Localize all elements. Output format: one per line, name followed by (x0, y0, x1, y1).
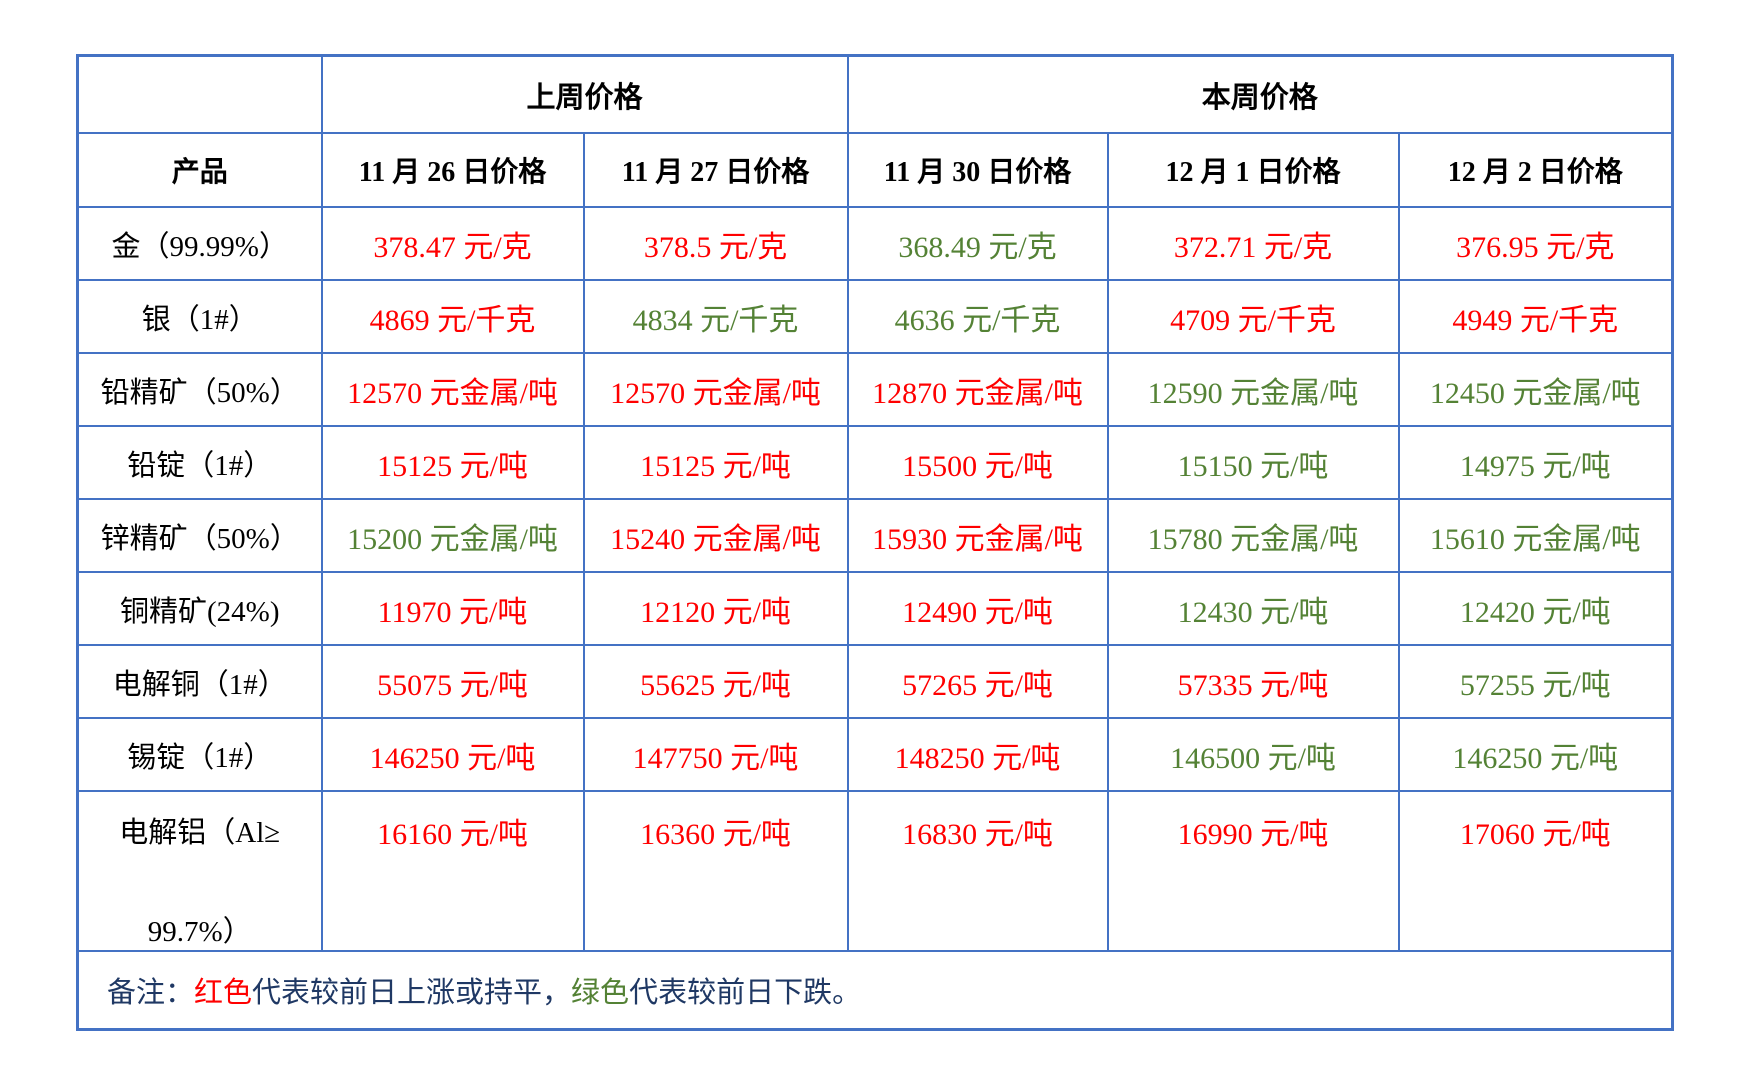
price-cell: 146250 元/吨 (1397, 717, 1674, 792)
date-header-row: 产品 11 月 26 日价格 11 月 27 日价格 11 月 30 日价格 1… (76, 132, 1674, 208)
price-cell: 12870 元金属/吨 (846, 352, 1109, 427)
empty-corner-cell (76, 54, 323, 134)
price-cell: 15500 元/吨 (846, 425, 1109, 500)
price-cell: 16830 元/吨 (846, 790, 1109, 952)
price-cell: 4949 元/千克 (1397, 279, 1674, 354)
price-cell: 147750 元/吨 (582, 717, 849, 792)
note-suffix: 代表较前日下跌。 (629, 977, 862, 1009)
table-row-silver: 银（1#） 4869 元/千克 4834 元/千克 4636 元/千克 4709… (76, 279, 1674, 354)
note-middle: 代表较前日上涨或持平， (252, 977, 572, 1009)
price-cell: 57255 元/吨 (1397, 644, 1674, 719)
price-cell: 16360 元/吨 (582, 790, 849, 952)
product-label-two-lines: 电解铝（Al≥ 99.7%） (80, 809, 320, 949)
date-header-nov26: 11 月 26 日价格 (320, 132, 585, 208)
price-cell: 57335 元/吨 (1106, 644, 1400, 719)
price-cell: 12570 元金属/吨 (320, 352, 585, 427)
note-green-word: 绿色 (571, 977, 630, 1009)
metal-price-table: 上周价格 本周价格 产品 11 月 26 日价格 11 月 27 日价格 11 … (76, 54, 1674, 1031)
product-cell: 铜精矿(24%) (76, 571, 323, 646)
table-row-lead-concentrate: 铅精矿（50%） 12570 元金属/吨 12570 元金属/吨 12870 元… (76, 352, 1674, 427)
price-cell: 55075 元/吨 (320, 644, 585, 719)
price-cell: 55625 元/吨 (582, 644, 849, 719)
product-label-line1: 电解铝（Al≥ (119, 817, 281, 849)
price-cell: 146500 元/吨 (1106, 717, 1400, 792)
price-cell: 12590 元金属/吨 (1106, 352, 1400, 427)
metal-price-table-container: 上周价格 本周价格 产品 11 月 26 日价格 11 月 27 日价格 11 … (76, 54, 1674, 1031)
table-row-tin-ingot: 锡锭（1#） 146250 元/吨 147750 元/吨 148250 元/吨 … (76, 717, 1674, 792)
product-cell: 电解铜（1#） (76, 644, 323, 719)
price-cell: 17060 元/吨 (1397, 790, 1674, 952)
price-cell: 4869 元/千克 (320, 279, 585, 354)
price-cell: 15200 元金属/吨 (320, 498, 585, 573)
price-cell: 15780 元金属/吨 (1106, 498, 1400, 573)
price-cell: 15240 元金属/吨 (582, 498, 849, 573)
date-header-nov27: 11 月 27 日价格 (582, 132, 849, 208)
note-red-word: 红色 (194, 977, 253, 1009)
price-cell: 12570 元金属/吨 (582, 352, 849, 427)
price-cell: 378.5 元/克 (582, 206, 849, 281)
price-cell: 376.95 元/克 (1397, 206, 1674, 281)
table-row-electrolytic-copper: 电解铜（1#） 55075 元/吨 55625 元/吨 57265 元/吨 57… (76, 644, 1674, 719)
price-cell: 14975 元/吨 (1397, 425, 1674, 500)
price-cell: 378.47 元/克 (320, 206, 585, 281)
product-cell: 铅锭（1#） (76, 425, 323, 500)
table-row-lead-ingot: 铅锭（1#） 15125 元/吨 15125 元/吨 15500 元/吨 151… (76, 425, 1674, 500)
product-column-header: 产品 (76, 132, 323, 208)
product-cell: 锡锭（1#） (76, 717, 323, 792)
price-cell: 15610 元金属/吨 (1397, 498, 1674, 573)
product-label-line2: 99.7%） (147, 916, 252, 948)
product-cell: 铅精矿（50%） (76, 352, 323, 427)
price-cell: 12420 元/吨 (1397, 571, 1674, 646)
price-cell: 12430 元/吨 (1106, 571, 1400, 646)
price-cell: 16990 元/吨 (1106, 790, 1400, 952)
price-cell: 12490 元/吨 (846, 571, 1109, 646)
table-row-zinc-concentrate: 锌精矿（50%） 15200 元金属/吨 15240 元金属/吨 15930 元… (76, 498, 1674, 573)
price-cell: 11970 元/吨 (320, 571, 585, 646)
table-row-electrolytic-aluminum: 电解铝（Al≥ 99.7%） 16160 元/吨 16360 元/吨 16830… (76, 790, 1674, 952)
price-cell: 15125 元/吨 (320, 425, 585, 500)
date-header-dec2: 12 月 2 日价格 (1397, 132, 1674, 208)
note-row: 备注：红色代表较前日上涨或持平，绿色代表较前日下跌。 (76, 950, 1674, 1031)
price-cell: 148250 元/吨 (846, 717, 1109, 792)
week-header-row: 上周价格 本周价格 (76, 54, 1674, 134)
price-cell: 57265 元/吨 (846, 644, 1109, 719)
product-cell: 电解铝（Al≥ 99.7%） (76, 790, 323, 952)
this-week-header: 本周价格 (846, 54, 1674, 134)
product-cell: 锌精矿（50%） (76, 498, 323, 573)
date-header-dec1: 12 月 1 日价格 (1106, 132, 1400, 208)
product-cell: 银（1#） (76, 279, 323, 354)
price-cell: 15150 元/吨 (1106, 425, 1400, 500)
price-cell: 15125 元/吨 (582, 425, 849, 500)
product-cell: 金（99.99%） (76, 206, 323, 281)
last-week-header: 上周价格 (320, 54, 849, 134)
note-prefix: 备注： (107, 977, 195, 1009)
price-cell: 368.49 元/克 (846, 206, 1109, 281)
price-cell: 146250 元/吨 (320, 717, 585, 792)
price-cell: 4709 元/千克 (1106, 279, 1400, 354)
price-cell: 4636 元/千克 (846, 279, 1109, 354)
table-row-gold: 金（99.99%） 378.47 元/克 378.5 元/克 368.49 元/… (76, 206, 1674, 281)
price-cell: 12120 元/吨 (582, 571, 849, 646)
price-cell: 12450 元金属/吨 (1397, 352, 1674, 427)
price-cell: 372.71 元/克 (1106, 206, 1400, 281)
date-header-nov30: 11 月 30 日价格 (846, 132, 1109, 208)
price-cell: 15930 元金属/吨 (846, 498, 1109, 573)
table-row-copper-concentrate: 铜精矿(24%) 11970 元/吨 12120 元/吨 12490 元/吨 1… (76, 571, 1674, 646)
price-cell: 16160 元/吨 (320, 790, 585, 952)
price-cell: 4834 元/千克 (582, 279, 849, 354)
note-cell: 备注：红色代表较前日上涨或持平，绿色代表较前日下跌。 (76, 950, 1674, 1031)
